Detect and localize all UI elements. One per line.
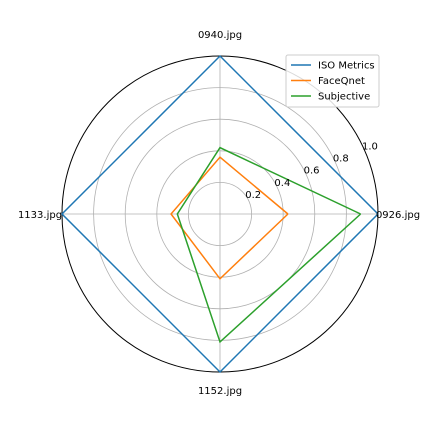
category-label: 0926.jpg <box>376 210 420 221</box>
legend-label: Subjective <box>318 92 370 103</box>
series-line-faceqnet <box>170 156 289 280</box>
radial-tick-labels: 0.2 0.4 0.6 0.8 1.0 <box>245 142 378 201</box>
category-label: 1152.jpg <box>198 386 242 397</box>
legend-box <box>285 54 380 108</box>
series-line-iso-metrics <box>60 54 379 374</box>
legend-label: ISO Metrics <box>318 61 375 72</box>
radial-tick-label: 0.4 <box>274 178 290 189</box>
radial-tick-label: 1.0 <box>362 142 378 153</box>
radial-tick-label: 0.2 <box>245 190 261 201</box>
category-labels: 0926.jpg 0940.jpg 1133.jpg 1152.jpg <box>18 30 420 397</box>
radial-tick-label: 0.6 <box>304 166 320 177</box>
radial-tick-label: 0.8 <box>333 154 349 165</box>
legend: ISO Metrics FaceQnet Subjective <box>285 54 380 108</box>
series-line-subjective <box>176 146 362 344</box>
category-label: 1133.jpg <box>18 210 62 221</box>
legend-label: FaceQnet <box>318 76 365 87</box>
series-lines <box>60 54 379 374</box>
category-label: 0940.jpg <box>198 30 242 41</box>
